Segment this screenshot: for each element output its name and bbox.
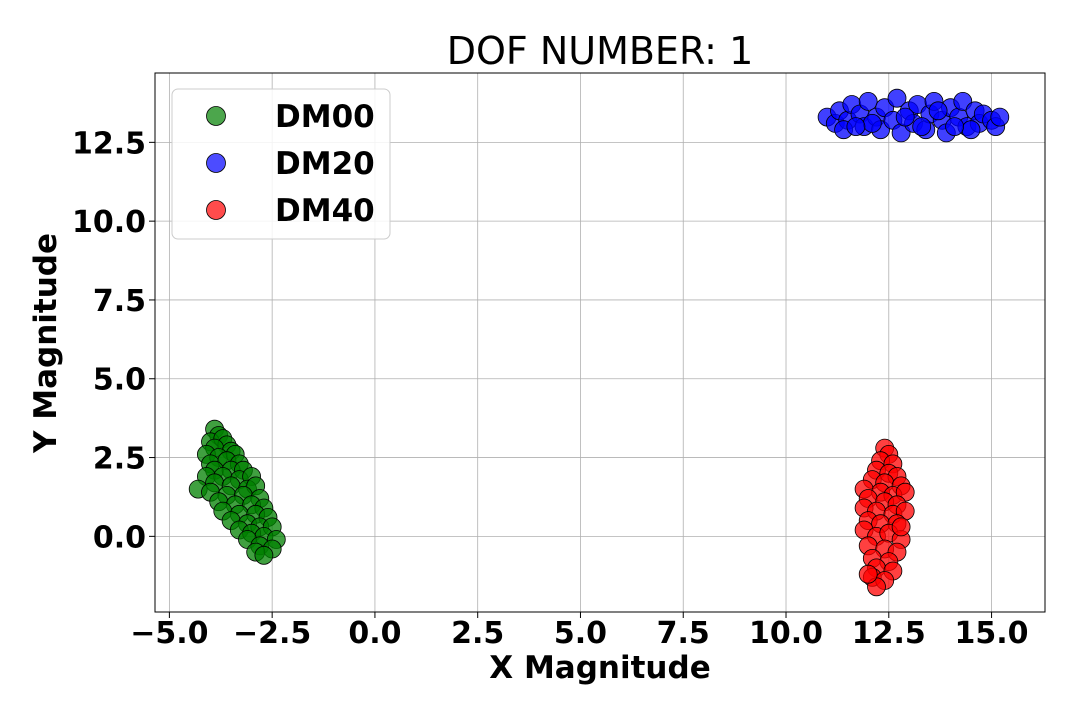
x-tick-label: 5.0 [554, 616, 607, 651]
scatter-point [961, 120, 981, 140]
scatter-point [945, 117, 964, 136]
chart-title: DOF NUMBER: 1 [447, 29, 754, 73]
scatter-point [895, 107, 915, 127]
scatter-point [887, 88, 907, 108]
scatter-point [858, 92, 878, 111]
series-dm40 [854, 438, 915, 597]
scatter-point [990, 107, 1010, 127]
legend-label: DM20 [275, 146, 375, 182]
series-dm20 [817, 88, 1010, 143]
x-axis-ticks: −5.0 −2.5 0.0 2.5 5.0 7.5 10.0 12.5 15.0 [130, 612, 1029, 651]
y-tick-label: 5.0 [93, 363, 146, 398]
legend-marker [206, 106, 226, 126]
x-tick-label: 12.5 [852, 616, 926, 651]
x-tick-label: 7.5 [657, 616, 710, 651]
scatter-point [858, 564, 878, 584]
legend-box [171, 88, 391, 240]
legend-label: DM40 [275, 193, 375, 229]
legend-marker [206, 200, 226, 220]
legend-marker [206, 153, 226, 173]
x-axis-label: X Magnitude [489, 650, 710, 686]
y-tick-label: 2.5 [93, 442, 146, 477]
x-tick-label: 10.0 [749, 616, 823, 651]
y-tick-label: 7.5 [93, 284, 146, 319]
series-dm00 [188, 419, 286, 565]
y-tick-label: 12.5 [72, 126, 146, 161]
x-tick-label: 2.5 [451, 616, 504, 651]
scatter-point [254, 545, 274, 565]
x-tick-label: −5.0 [130, 616, 208, 651]
scatter-point [862, 114, 882, 133]
scatter-point [912, 117, 932, 136]
y-tick-label: 0.0 [93, 520, 146, 555]
plot-frame [154, 72, 1046, 613]
x-tick-label: −2.5 [233, 616, 311, 651]
scatter-point [928, 101, 948, 121]
legend-label: DM00 [275, 99, 375, 135]
scatter-point [846, 117, 866, 136]
y-axis-ticks: 0.0 2.5 5.0 7.5 10.0 12.5 [72, 126, 155, 555]
x-tick-label: 15.0 [955, 616, 1029, 651]
legend: DM00 DM20 DM40 [171, 88, 391, 240]
data-points [188, 88, 1010, 597]
x-tick-label: 0.0 [348, 616, 401, 651]
y-tick-label: 10.0 [72, 205, 146, 240]
scatter-point [891, 517, 911, 537]
y-axis-label: Y Magnitude [28, 233, 64, 454]
